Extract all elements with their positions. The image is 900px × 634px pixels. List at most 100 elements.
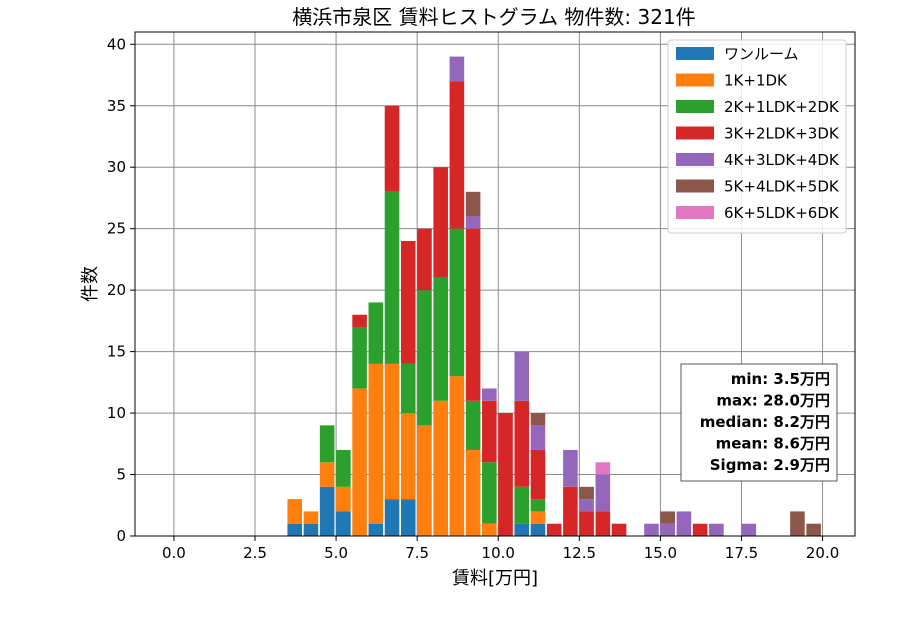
bar-segment — [368, 363, 384, 524]
stats-line: median: 8.2万円 — [700, 413, 830, 431]
bar-segment — [546, 523, 562, 536]
bar-segment — [449, 376, 465, 536]
bar-segment — [465, 400, 481, 450]
bar-segment — [482, 388, 497, 401]
stats-value: 2.9万円 — [773, 456, 830, 474]
x-tick-label: 12.5 — [563, 544, 596, 562]
x-tick-label: 15.0 — [644, 544, 677, 562]
bar-segment — [303, 511, 319, 524]
chart-title: 横浜市泉区 賃料ヒストグラム 物件数: 321件 — [292, 5, 695, 29]
bar-segment — [465, 228, 481, 401]
legend-swatch — [676, 206, 714, 219]
x-tick-label: 5.0 — [324, 544, 348, 562]
bar-segment — [692, 523, 708, 536]
stats-separator: : — [752, 392, 763, 410]
bar-segment — [400, 413, 416, 500]
bar-segment — [417, 228, 432, 291]
bar-segment — [482, 400, 497, 463]
x-tick-label: 10.0 — [482, 544, 515, 562]
bar-segment — [336, 449, 351, 487]
bar-segment — [514, 400, 530, 487]
stats-label: max — [716, 392, 752, 410]
bar-segment — [498, 413, 513, 536]
bar-segment — [433, 277, 448, 401]
stats-value: 28.0万円 — [763, 392, 830, 410]
bar-segment — [287, 499, 303, 524]
bar-segment — [449, 56, 465, 82]
bar-segment — [384, 191, 400, 364]
bar-segment — [287, 523, 303, 536]
legend-entry: 5K+4LDK+5DK — [724, 178, 840, 196]
bar-segment — [530, 425, 546, 450]
legend-entry: 3K+2LDK+3DK — [724, 125, 840, 143]
x-tick-label: 0.0 — [162, 544, 186, 562]
bar-segment — [384, 105, 400, 192]
y-tick-label: 20 — [107, 281, 126, 299]
bar-segment — [449, 228, 465, 377]
bar-segment — [303, 523, 319, 536]
bar-segment — [709, 523, 724, 536]
bar-segment — [352, 327, 367, 389]
stats-line: mean: 8.6万円 — [716, 435, 830, 453]
stats-value: 8.6万円 — [773, 435, 830, 453]
stats-label: Sigma — [710, 456, 762, 474]
bar-segment — [336, 486, 351, 512]
y-axis-ticks: 0 5 10 15 20 25 30 35 40 — [107, 35, 135, 545]
bar-segment — [449, 81, 465, 229]
bar-segment — [595, 462, 611, 475]
bar-segment — [530, 511, 546, 524]
stats-separator: : — [762, 435, 773, 453]
bar-segment — [514, 351, 530, 401]
x-tick-label: 17.5 — [725, 544, 758, 562]
y-tick-label: 15 — [107, 343, 126, 361]
y-tick-label: 25 — [107, 220, 126, 238]
bar-segment — [417, 425, 432, 536]
stats-value: 3.5万円 — [773, 370, 830, 388]
stats-line: min: 3.5万円 — [731, 370, 830, 388]
stats-line: Sigma: 2.9万円 — [710, 456, 830, 474]
bar-segment — [595, 474, 611, 512]
bar-segment — [660, 523, 675, 536]
legend-entry: 2K+1LDK+2DK — [724, 98, 840, 116]
bar-segment — [400, 499, 416, 536]
bar-segment — [482, 523, 497, 536]
legend-entry: 1K+1DK — [724, 72, 788, 90]
bar-segment — [384, 363, 400, 500]
bar-segment — [563, 449, 578, 487]
stats-label: min — [731, 370, 762, 388]
x-axis-label: 賃料[万円] — [452, 568, 538, 589]
bar-segment — [530, 523, 546, 536]
bar-segment — [433, 400, 448, 536]
y-tick-label: 35 — [107, 97, 126, 115]
bar-segment — [482, 462, 497, 524]
bar-segment — [368, 302, 384, 364]
stats-value: 8.2万円 — [773, 413, 830, 431]
y-tick-label: 0 — [116, 527, 126, 545]
bar-segment — [644, 523, 659, 536]
legend-swatch — [676, 126, 714, 140]
x-tick-label: 20.0 — [806, 544, 839, 562]
bar-segment — [352, 314, 367, 328]
legend-entry: 4K+3LDK+4DK — [724, 151, 840, 169]
bar-segment — [530, 413, 546, 426]
bar-segment — [676, 511, 692, 536]
bar-segment — [433, 167, 448, 278]
bar-segment — [790, 511, 805, 536]
bar-segment — [741, 523, 757, 536]
bar-segment — [514, 486, 530, 524]
bar-segment — [465, 191, 481, 217]
y-tick-label: 5 — [116, 466, 126, 484]
bar-segment — [319, 486, 335, 536]
legend-entry: ワンルーム — [724, 45, 799, 63]
bar-segment — [465, 216, 481, 229]
bar-segment — [579, 499, 594, 512]
bar-segment — [595, 511, 611, 536]
legend-swatch — [676, 100, 714, 113]
bar-segment — [319, 425, 335, 463]
bar-segment — [611, 523, 627, 536]
stats-line: max: 28.0万円 — [716, 392, 830, 410]
legend-swatch — [676, 153, 714, 166]
stats-label: median — [700, 413, 762, 431]
